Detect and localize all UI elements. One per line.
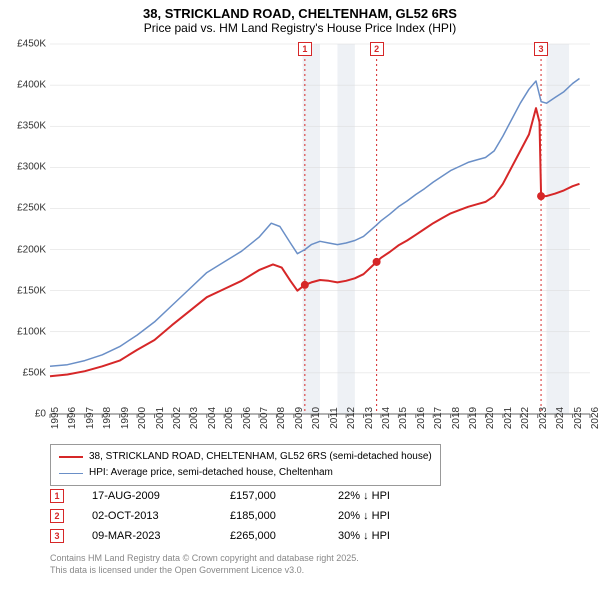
- event-marker-icon: 3: [50, 529, 64, 543]
- line-chart: £0£50K£100K£150K£200K£250K£300K£350K£400…: [50, 44, 590, 414]
- legend-item: HPI: Average price, semi-detached house,…: [59, 465, 432, 481]
- event-date: 17-AUG-2009: [92, 486, 202, 506]
- y-tick-label: £0: [35, 409, 46, 420]
- y-tick-label: £200K: [17, 244, 46, 255]
- y-tick-label: £450K: [17, 39, 46, 50]
- x-tick-label: 1997: [85, 407, 96, 429]
- table-row: 1 17-AUG-2009 £157,000 22% ↓ HPI: [50, 486, 428, 506]
- x-tick-label: 2008: [276, 407, 287, 429]
- legend-item: 38, STRICKLAND ROAD, CHELTENHAM, GL52 6R…: [59, 449, 432, 465]
- y-tick-label: £400K: [17, 80, 46, 91]
- x-tick-label: 2001: [155, 407, 166, 429]
- legend: 38, STRICKLAND ROAD, CHELTENHAM, GL52 6R…: [50, 444, 441, 486]
- y-tick-label: £300K: [17, 162, 46, 173]
- y-tick-label: £50K: [23, 367, 46, 378]
- x-tick-label: 1998: [102, 407, 113, 429]
- x-tick-label: 2010: [311, 407, 322, 429]
- x-tick-label: 2015: [398, 407, 409, 429]
- x-tick-label: 2006: [242, 407, 253, 429]
- x-tick-label: 2007: [259, 407, 270, 429]
- x-tick-label: 2013: [364, 407, 375, 429]
- x-tick-label: 2024: [555, 407, 566, 429]
- x-tick-label: 2023: [538, 407, 549, 429]
- event-marker-icon: 1: [298, 42, 312, 56]
- legend-swatch: [59, 456, 83, 458]
- x-tick-label: 2026: [590, 407, 600, 429]
- x-tick-label: 2020: [485, 407, 496, 429]
- copyright-line: This data is licensed under the Open Gov…: [50, 564, 359, 576]
- events-table: 1 17-AUG-2009 £157,000 22% ↓ HPI 2 02-OC…: [50, 486, 428, 546]
- x-tick-label: 2012: [346, 407, 357, 429]
- event-delta: 20% ↓ HPI: [338, 506, 428, 526]
- table-row: 2 02-OCT-2013 £185,000 20% ↓ HPI: [50, 506, 428, 526]
- y-tick-label: £150K: [17, 285, 46, 296]
- event-date: 02-OCT-2013: [92, 506, 202, 526]
- x-tick-label: 1999: [120, 407, 131, 429]
- x-tick-label: 2002: [172, 407, 183, 429]
- copyright-line: Contains HM Land Registry data © Crown c…: [50, 552, 359, 564]
- x-tick-label: 1995: [50, 407, 61, 429]
- event-delta: 22% ↓ HPI: [338, 486, 428, 506]
- event-marker-icon: 1: [50, 489, 64, 503]
- event-marker-icon: 2: [50, 509, 64, 523]
- table-row: 3 09-MAR-2023 £265,000 30% ↓ HPI: [50, 526, 428, 546]
- x-tick-label: 2017: [433, 407, 444, 429]
- x-tick-label: 2000: [137, 407, 148, 429]
- y-tick-label: £100K: [17, 326, 46, 337]
- x-tick-label: 2011: [329, 407, 340, 429]
- title-sub: Price paid vs. HM Land Registry's House …: [0, 21, 600, 35]
- x-tick-label: 2003: [189, 407, 200, 429]
- x-tick-label: 2019: [468, 407, 479, 429]
- event-delta: 30% ↓ HPI: [338, 526, 428, 546]
- y-tick-label: £350K: [17, 121, 46, 132]
- event-marker-icon: 3: [534, 42, 548, 56]
- copyright: Contains HM Land Registry data © Crown c…: [50, 552, 359, 576]
- legend-label: 38, STRICKLAND ROAD, CHELTENHAM, GL52 6R…: [89, 449, 432, 465]
- event-price: £157,000: [230, 486, 310, 506]
- x-tick-label: 2014: [381, 407, 392, 429]
- x-tick-label: 2005: [224, 407, 235, 429]
- x-tick-label: 2009: [294, 407, 305, 429]
- x-tick-label: 1996: [67, 407, 78, 429]
- x-tick-label: 2025: [573, 407, 584, 429]
- x-tick-label: 2004: [207, 407, 218, 429]
- legend-swatch: [59, 473, 83, 474]
- x-tick-label: 2022: [520, 407, 531, 429]
- event-date: 09-MAR-2023: [92, 526, 202, 546]
- event-marker-icon: 2: [370, 42, 384, 56]
- title-main: 38, STRICKLAND ROAD, CHELTENHAM, GL52 6R…: [0, 6, 600, 21]
- legend-label: HPI: Average price, semi-detached house,…: [89, 465, 333, 481]
- title-block: 38, STRICKLAND ROAD, CHELTENHAM, GL52 6R…: [0, 0, 600, 37]
- x-tick-label: 2021: [503, 407, 514, 429]
- x-tick-label: 2016: [416, 407, 427, 429]
- y-tick-label: £250K: [17, 203, 46, 214]
- event-price: £185,000: [230, 506, 310, 526]
- x-tick-label: 2018: [451, 407, 462, 429]
- event-price: £265,000: [230, 526, 310, 546]
